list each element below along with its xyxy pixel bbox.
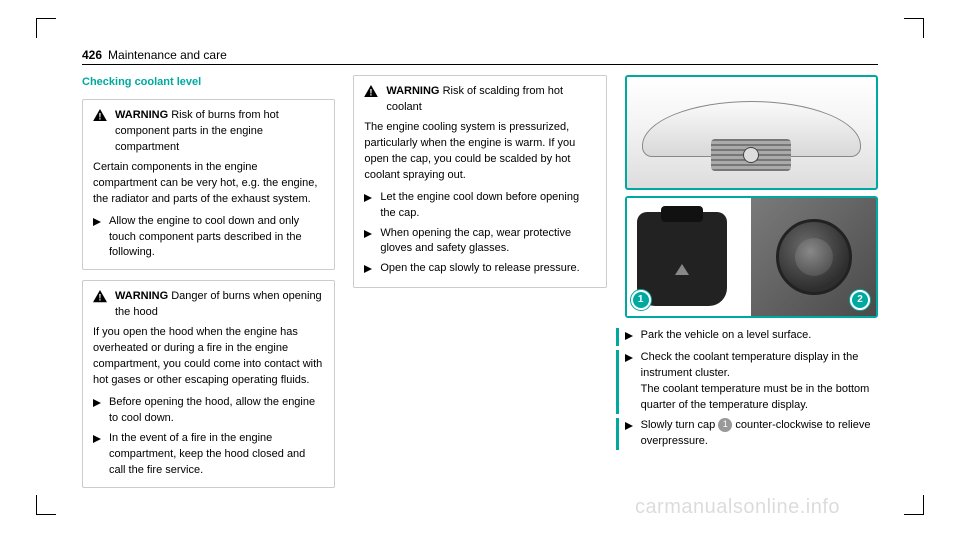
columns: Checking coolant level ! WARNING Risk of… (82, 75, 878, 498)
arrow-icon (364, 228, 372, 258)
column-2: ! WARNING Risk of scalding from hot cool… (353, 75, 606, 498)
reservoir-panel: 1 (627, 198, 752, 316)
engine-compartment-image (625, 75, 878, 190)
warning-label: WARNING (115, 290, 168, 302)
warning-head: ! WARNING Danger of burns when opening t… (93, 289, 324, 321)
warning-text: WARNING Danger of burns when opening the… (115, 289, 324, 321)
warning-label: WARNING (386, 85, 439, 97)
warning-body: Certain components in the engine compart… (93, 160, 324, 208)
warning-icon: ! (93, 109, 107, 122)
bullet-text: When opening the cap, wear protective gl… (380, 226, 595, 258)
arrow-icon (625, 330, 633, 346)
arrow-icon (364, 263, 372, 279)
step-text-b: The coolant temperature must be in the b… (641, 383, 870, 411)
bullet-item: When opening the cap, wear protective gl… (364, 226, 595, 258)
bullet-text: Open the cap slowly to release pressure. (380, 261, 579, 279)
callout-marker-2: 2 (850, 290, 870, 310)
column-1: Checking coolant level ! WARNING Risk of… (82, 75, 335, 498)
warning-text: WARNING Risk of scalding from hot coolan… (386, 84, 595, 116)
step-text: Park the vehicle on a level surface. (641, 328, 812, 346)
step-text: Check the coolant temperature display in… (641, 350, 878, 414)
step3-pre: Slowly turn cap (641, 419, 719, 431)
svg-text:!: ! (99, 293, 102, 303)
section-heading: Checking coolant level (82, 75, 335, 91)
page-content: 426 Maintenance and care Checking coolan… (82, 48, 878, 493)
warning-label: WARNING (115, 109, 168, 121)
callout-marker-1: 1 (631, 290, 651, 310)
bullet-item: Before opening the hood, allow the engin… (93, 395, 324, 427)
arrow-icon (93, 433, 101, 479)
step-item: Slowly turn cap 1 counter-clockwise to r… (616, 418, 878, 450)
warning-icon: ! (93, 290, 107, 303)
arrow-icon (93, 216, 101, 262)
arrow-icon (625, 352, 633, 414)
inline-marker-1: 1 (718, 418, 732, 432)
arrow-icon (364, 192, 372, 222)
page-header: 426 Maintenance and care (82, 48, 878, 65)
svg-text:!: ! (370, 88, 373, 98)
coolant-reservoir (637, 212, 727, 306)
warning-head: ! WARNING Risk of scalding from hot cool… (364, 84, 595, 116)
crop-mark-tl (36, 18, 56, 38)
warning-text: WARNING Risk of burns from hot component… (115, 108, 324, 156)
arrow-icon (93, 397, 101, 427)
step-item: Check the coolant temperature display in… (616, 350, 878, 414)
step-text-a: Check the coolant temperature display in… (641, 351, 859, 379)
crop-mark-bl (36, 495, 56, 515)
arrow-icon (625, 420, 633, 450)
warning-body: The engine cooling system is pressurized… (364, 120, 595, 184)
crop-mark-tr (904, 18, 924, 38)
coolant-cap (776, 219, 852, 295)
crop-mark-br (904, 495, 924, 515)
svg-text:!: ! (99, 111, 102, 121)
coolant-cap-image: 1 2 (625, 196, 878, 318)
warning-box-2: ! WARNING Danger of burns when opening t… (82, 280, 335, 487)
bullet-text: In the event of a fire in the engine com… (109, 431, 324, 479)
bullet-item: Open the cap slowly to release pressure. (364, 261, 595, 279)
warning-head: ! WARNING Risk of burns from hot compone… (93, 108, 324, 156)
bullet-text: Let the engine cool down before opening … (380, 190, 595, 222)
bullet-item: Let the engine cool down before opening … (364, 190, 595, 222)
warning-body: If you open the hood when the engine has… (93, 325, 324, 389)
bullet-item: In the event of a fire in the engine com… (93, 431, 324, 479)
page-title: Maintenance and care (108, 48, 227, 62)
warning-box-3: ! WARNING Risk of scalding from hot cool… (353, 75, 606, 288)
warning-icon: ! (364, 85, 378, 98)
step-text: Slowly turn cap 1 counter-clockwise to r… (641, 418, 878, 450)
bullet-item: Allow the engine to cool down and only t… (93, 214, 324, 262)
cap-panel: 2 (751, 198, 876, 316)
page-number: 426 (82, 48, 102, 62)
level-indicator-icon (675, 264, 689, 275)
column-3: 1 2 Park the vehicle on a level surface.… (625, 75, 878, 498)
step-item: Park the vehicle on a level surface. (616, 328, 878, 346)
warning-box-1: ! WARNING Risk of burns from hot compone… (82, 99, 335, 270)
bullet-text: Before opening the hood, allow the engin… (109, 395, 324, 427)
bullet-text: Allow the engine to cool down and only t… (109, 214, 324, 262)
watermark-text: carmanualsonline.info (635, 496, 840, 519)
